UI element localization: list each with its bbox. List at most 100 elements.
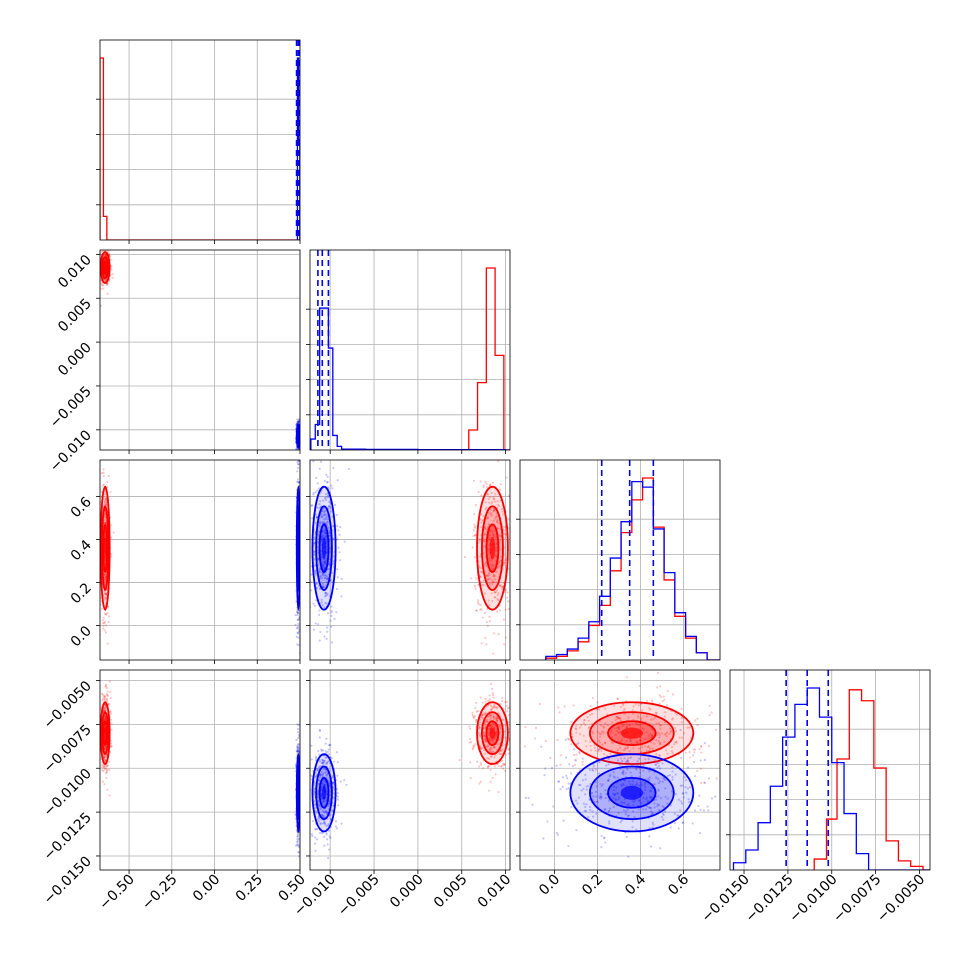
sample-point [477,490,480,493]
sample-point [493,746,496,749]
sample-point [479,566,482,569]
sample-point [638,739,641,742]
sample-point [343,779,346,782]
sample-point [324,749,327,753]
sample-point [499,483,502,486]
sample-point [693,760,696,764]
sample-point [97,718,99,720]
sample-point [511,569,513,571]
sample-point [663,740,666,743]
density-core [321,536,327,560]
sample-point [556,706,560,709]
sample-point [692,748,695,751]
sample-point [611,797,614,800]
sample-point [574,758,577,761]
sample-point [323,784,326,787]
contour-line [476,701,509,765]
sample-point [660,732,664,735]
sample-point [104,755,107,758]
sample-point [311,834,314,838]
sample-point [297,749,300,752]
sample-point [600,797,603,800]
sample-point [314,521,318,524]
sample-point [619,746,622,749]
scatter-layer [310,682,510,860]
sample-point [501,697,504,700]
sample-point [296,461,299,464]
sample-point [296,466,300,470]
sample-point [106,690,109,693]
sample-point [611,721,614,724]
sample-point [654,716,657,719]
sample-point [297,622,300,626]
sample-point [329,506,332,509]
sample-point [325,810,329,813]
sample-point [296,727,300,731]
sample-point [297,460,300,462]
sample-point [297,743,300,746]
sample-point [104,698,107,701]
sample-point [633,816,636,819]
sample-point [328,801,331,804]
sample-point [97,555,99,557]
sample-point [326,520,329,524]
contour-line [485,523,500,573]
sample-point [502,618,505,621]
sample-point [323,606,326,609]
sample-point [296,744,299,747]
sample-point [482,484,485,487]
sample-point [483,713,486,716]
sample-point [474,504,478,507]
sample-point [475,720,478,724]
sample-point [504,700,507,704]
sample-point [582,721,586,725]
sample-point [296,723,299,726]
sample-point [317,815,320,818]
sample-point [493,535,496,538]
sample-point [658,694,661,697]
sample-point [499,535,502,538]
sample-point [494,724,497,727]
sample-point [503,730,506,733]
sample-point [574,759,577,762]
sample-point [490,502,493,505]
sample-point [643,738,646,741]
sample-point [647,761,650,764]
sample-point [318,467,321,470]
sample-point [637,747,641,750]
sample-point [315,757,318,760]
sample-point [673,740,677,744]
sample-point [104,596,107,599]
sample-point [494,493,497,496]
sample-point [585,745,588,748]
sample-point [474,587,477,590]
sample-point [326,480,329,484]
sample-point [318,570,321,573]
sample-point [297,750,300,753]
sample-point [314,491,317,494]
sample-point [314,573,317,576]
sample-point [490,723,493,726]
sample-point [322,586,325,589]
sample-point [624,746,627,749]
sample-point [567,738,571,741]
sample-point [302,609,304,611]
sample-point [104,631,107,634]
sample-point [671,766,674,769]
sample-point [598,772,601,775]
sample-point [464,555,467,559]
sample-point [655,739,658,742]
sample-point [663,698,666,701]
sample-point [503,561,506,564]
sample-point [492,580,495,584]
sample-point [604,741,607,745]
sample-point [597,708,601,711]
sample-point [314,599,318,602]
sample-point [100,692,104,695]
sample-point [634,721,638,725]
sample-point [324,742,327,745]
sample-point [313,842,317,845]
sample-point [491,533,495,536]
sample-point [657,722,661,725]
sample-point [482,734,485,737]
